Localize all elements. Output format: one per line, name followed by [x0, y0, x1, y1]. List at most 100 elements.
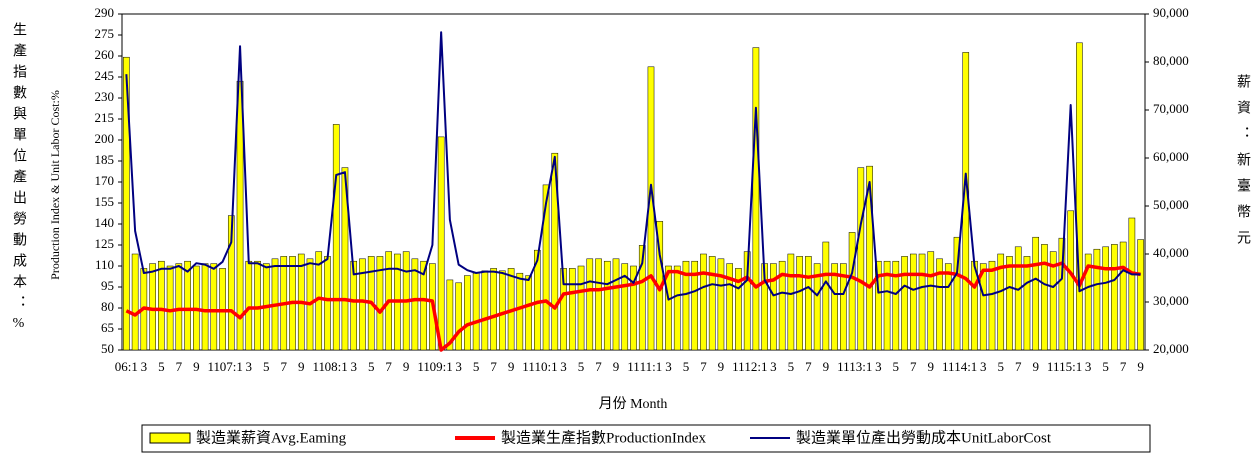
bar — [927, 251, 935, 351]
bar — [586, 258, 594, 351]
x-tick-label: 11 — [1047, 359, 1060, 374]
bar — [595, 258, 602, 351]
x-tick-label: 7 — [1015, 359, 1022, 374]
x-tick-label: 08:1 — [325, 359, 348, 374]
x-tick-label: 9 — [718, 359, 725, 374]
bar — [743, 251, 751, 351]
x-tick-label: 5 — [473, 359, 480, 374]
x-tick-label: 5 — [893, 359, 900, 374]
x-tick-label: 15:1 — [1059, 359, 1082, 374]
y2-title: 薪資：新臺幣元 — [1235, 74, 1250, 256]
x-tick-label: 11 — [522, 359, 535, 374]
x-tick-label: 3 — [665, 359, 672, 374]
bar — [1049, 251, 1057, 351]
bar — [350, 260, 358, 351]
y-tick-label: 200 — [95, 131, 115, 146]
bar — [481, 270, 489, 351]
bar — [735, 268, 742, 351]
bar — [665, 265, 672, 351]
y-tick-label: 230 — [95, 89, 115, 104]
y2-tick-label: 40,000 — [1153, 245, 1189, 260]
y-tick-label: 260 — [95, 47, 115, 62]
bar — [979, 263, 987, 351]
y-tick-label: 275 — [95, 26, 115, 41]
bar — [778, 260, 786, 351]
x-tick-label: 11 — [208, 359, 221, 374]
bar — [464, 275, 471, 351]
x-tick-label: 3 — [560, 359, 567, 374]
x-tick-label: 09:1 — [430, 359, 453, 374]
bar — [1058, 237, 1066, 351]
bar — [997, 253, 1005, 351]
legend-label: 製造業生產指數ProductionIndex — [501, 429, 706, 446]
x-tick-label: 11 — [942, 359, 955, 374]
bar — [612, 258, 620, 351]
x-tick-label: 3 — [980, 359, 987, 374]
bar — [455, 282, 462, 351]
bar — [1093, 248, 1101, 351]
y-tick-label: 65 — [101, 320, 114, 335]
bar — [551, 152, 559, 351]
bar — [411, 258, 419, 351]
y2-tick-label: 80,000 — [1153, 53, 1189, 68]
bar — [1137, 239, 1144, 351]
bar — [1111, 244, 1118, 351]
bar — [848, 232, 856, 351]
bar — [332, 124, 340, 351]
y-tick-label: 215 — [95, 110, 115, 125]
bar — [909, 253, 917, 351]
y-tick-label: 95 — [101, 278, 114, 293]
x-tick-label: 3 — [1085, 359, 1092, 374]
bar — [673, 265, 681, 351]
x-tick-label: 7 — [281, 359, 288, 374]
legend-label: 製造業單位產出勞動成本UnitLaborCost — [796, 429, 1052, 446]
bar — [324, 256, 331, 351]
bar — [752, 47, 760, 351]
x-tick-label: 3 — [875, 359, 882, 374]
bar — [953, 236, 961, 351]
bar — [123, 56, 130, 351]
y-tick-label: 140 — [95, 215, 115, 230]
bar — [131, 253, 139, 351]
y-tick-label: 80 — [101, 299, 114, 314]
x-tick-label: 14:1 — [954, 359, 977, 374]
bar — [717, 258, 725, 351]
bar — [184, 260, 191, 351]
bar — [201, 263, 209, 351]
x-tick-label: 3 — [246, 359, 253, 374]
bar — [359, 258, 366, 351]
x-tick-label: 5 — [683, 359, 690, 374]
x-tick-label: 9 — [613, 359, 620, 374]
bar — [568, 268, 576, 351]
bar — [883, 260, 891, 351]
x-tick-label: 13:1 — [849, 359, 872, 374]
line — [125, 31, 1141, 301]
bar — [822, 241, 830, 351]
bar — [892, 260, 900, 351]
x-tick-label: 5 — [158, 359, 165, 374]
bar — [158, 260, 165, 351]
x-tick-label: 11 — [837, 359, 850, 374]
x-tick-label: 9 — [928, 359, 935, 374]
x-tick-label: 9 — [1032, 359, 1039, 374]
y-tick-label: 245 — [95, 68, 115, 83]
bar — [175, 263, 183, 351]
bar — [901, 256, 908, 351]
x-tick-label: 9 — [298, 359, 305, 374]
x-tick-label: 5 — [578, 359, 585, 374]
bar — [691, 260, 699, 351]
bar — [603, 260, 611, 351]
x-tick-label: 07:1 — [220, 359, 243, 374]
bar — [1067, 210, 1074, 351]
bar — [787, 253, 795, 351]
y-tick-label: 170 — [95, 173, 115, 188]
x-tick-label: 9 — [823, 359, 830, 374]
bar — [245, 260, 253, 351]
x-tick-label: 7 — [490, 359, 497, 374]
y2-tick-label: 60,000 — [1153, 149, 1189, 164]
y2-tick-label: 20,000 — [1153, 341, 1189, 356]
y2-tick-label: 70,000 — [1153, 101, 1189, 116]
bar — [1006, 256, 1013, 351]
x-tick-label: 9 — [508, 359, 515, 374]
